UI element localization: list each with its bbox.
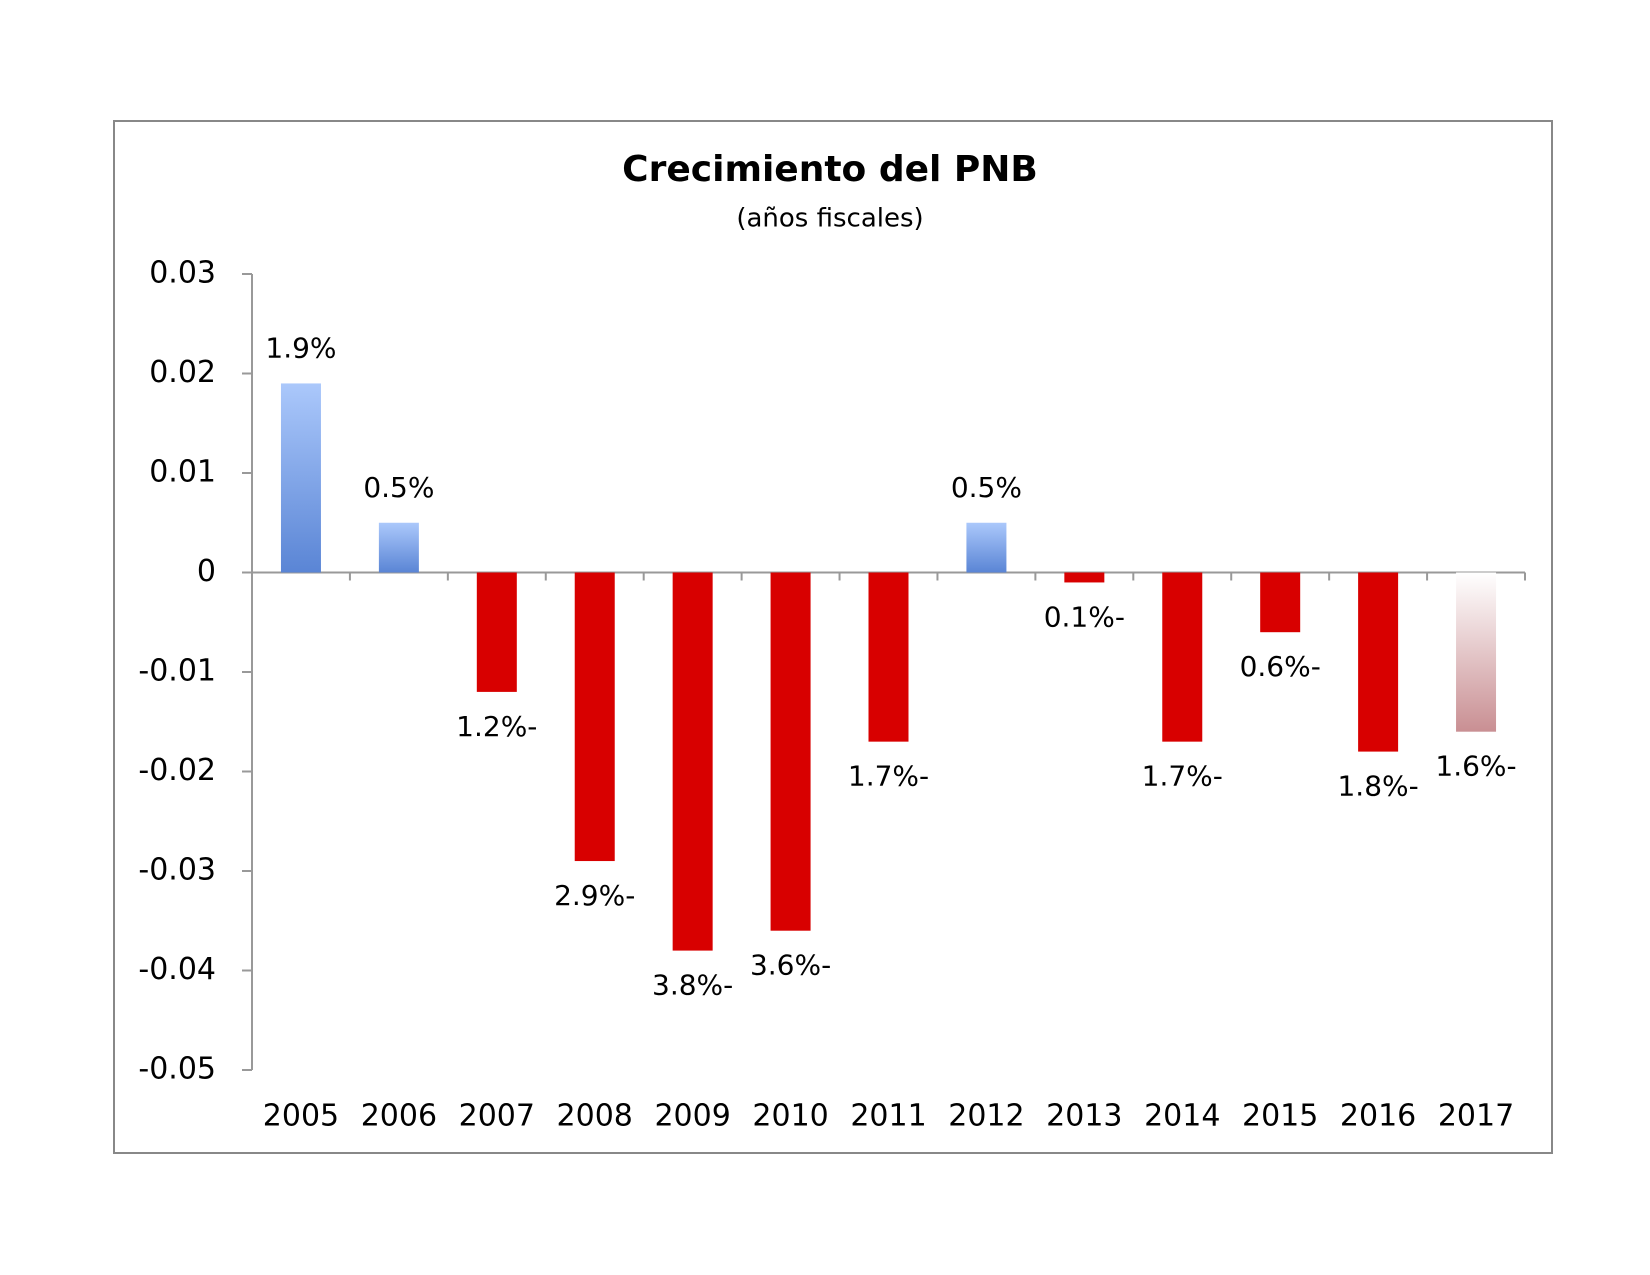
y-tick-label: 0.01 <box>149 455 216 490</box>
y-tick-label: 0.03 <box>149 256 216 291</box>
x-tick-label: 2007 <box>459 1099 535 1134</box>
value-label: 1.7%- <box>848 760 929 793</box>
x-tick-label: 2006 <box>361 1099 437 1134</box>
bar <box>1358 572 1399 752</box>
value-label: 0.1%- <box>1044 600 1125 633</box>
bar <box>280 383 321 573</box>
value-label: 1.2%- <box>456 710 537 743</box>
value-label: 0.5% <box>363 471 434 504</box>
value-label: 0.5% <box>951 471 1022 504</box>
y-tick-label: -0.04 <box>138 952 216 987</box>
x-tick-label: 2012 <box>948 1099 1024 1134</box>
bar <box>770 572 811 931</box>
x-tick-label: 2011 <box>850 1099 926 1134</box>
y-tick-label: 0 <box>197 554 216 589</box>
bar <box>672 572 713 951</box>
bar <box>574 572 615 862</box>
bar <box>378 522 419 573</box>
x-tick-label: 2013 <box>1046 1099 1122 1134</box>
value-label: 2.9%- <box>554 879 635 912</box>
bar <box>1260 572 1301 633</box>
value-label: 1.7%- <box>1142 760 1223 793</box>
y-tick-label: -0.03 <box>138 853 216 888</box>
bar <box>476 572 517 692</box>
value-label: 3.8%- <box>652 969 733 1002</box>
bar <box>966 522 1007 573</box>
x-tick-label: 2016 <box>1340 1099 1416 1134</box>
x-tick-label: 2014 <box>1144 1099 1220 1134</box>
value-label: 3.6%- <box>750 949 831 982</box>
bar <box>1064 572 1105 583</box>
y-tick-label: -0.02 <box>138 753 216 788</box>
x-tick-label: 2005 <box>263 1099 339 1134</box>
x-tick-label: 2009 <box>654 1099 730 1134</box>
value-label: 1.6%- <box>1435 750 1516 783</box>
y-tick-label: -0.01 <box>138 654 216 689</box>
value-label: 1.9% <box>265 331 336 364</box>
chart-subtitle: (años fiscales) <box>736 204 923 234</box>
x-tick-label: 2015 <box>1242 1099 1318 1134</box>
y-tick-label: -0.05 <box>138 1052 216 1087</box>
x-tick-label: 2017 <box>1438 1099 1514 1134</box>
value-label: 1.8%- <box>1337 770 1418 803</box>
bar <box>1162 572 1203 742</box>
value-label: 0.6%- <box>1240 650 1321 683</box>
x-tick-label: 2010 <box>752 1099 828 1134</box>
bar <box>1456 572 1497 732</box>
x-tick-label: 2008 <box>557 1099 633 1134</box>
chart-frame <box>113 120 1553 1154</box>
bar <box>868 572 909 742</box>
y-tick-label: 0.02 <box>149 355 216 390</box>
chart-title: Crecimiento del PNB <box>622 149 1038 190</box>
